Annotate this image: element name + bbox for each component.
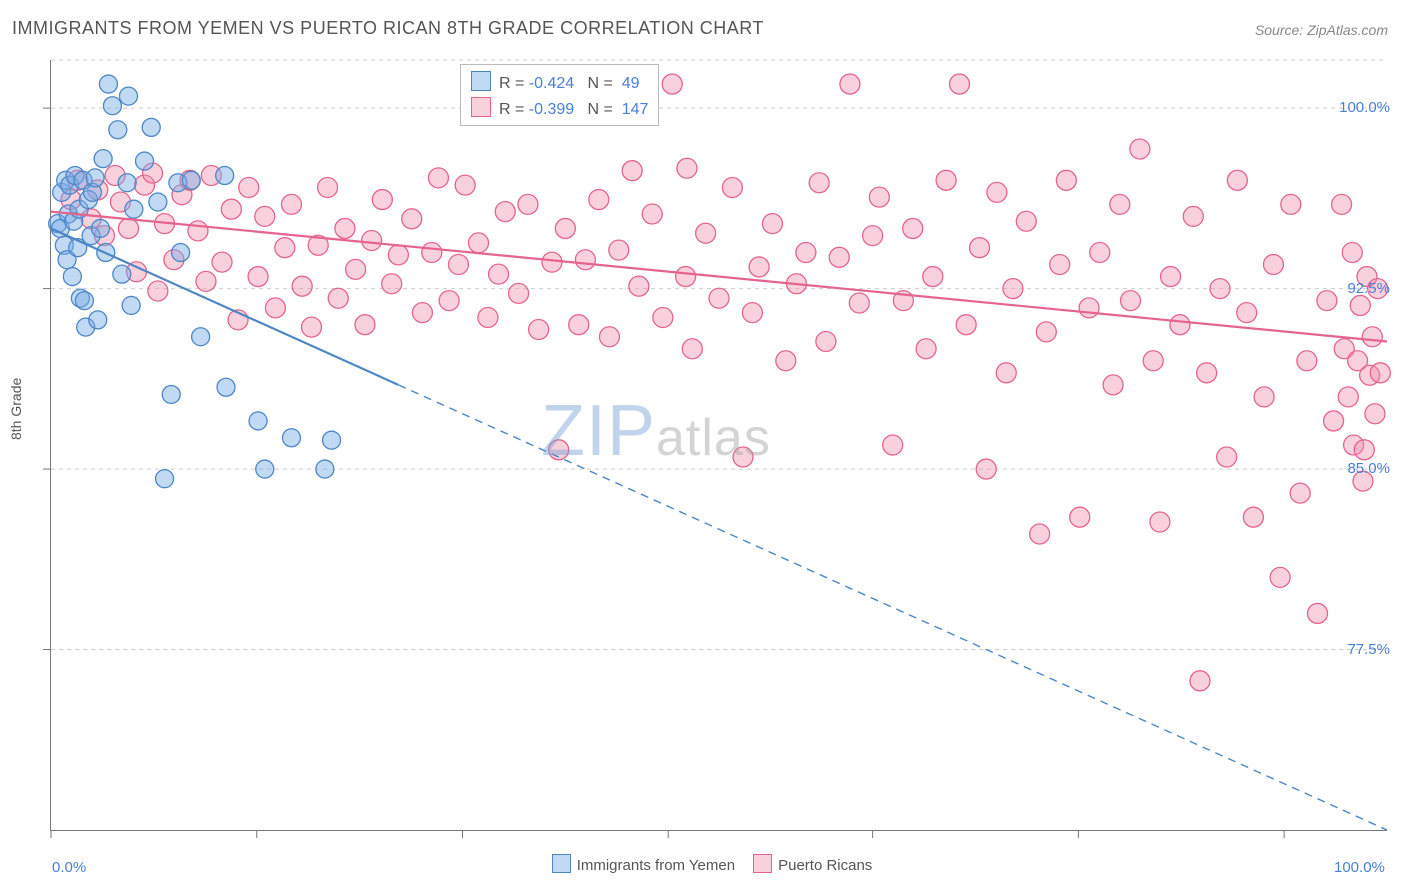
yemen-swatch [471,71,491,91]
plot-svg [51,60,1387,830]
correlation-stats-box: R = -0.424 N = 49R = -0.399 N = 147 [460,64,659,126]
y-tick-label: 85.0% [1347,460,1390,477]
y-axis-label: 8th Grade [8,378,24,440]
y-tick-label: 77.5% [1347,641,1390,658]
pr-swatch [471,97,491,117]
stats-row-pr: R = -0.399 N = 147 [471,95,648,121]
chart-container: IMMIGRANTS FROM YEMEN VS PUERTO RICAN 8T… [0,0,1406,892]
series-legend: Immigrants from Yemen Puerto Ricans [0,854,1406,874]
yemen-legend-swatch [552,854,571,873]
source-label: Source: ZipAtlas.com [1255,22,1388,38]
pr-legend-swatch [753,854,772,873]
stats-row-yemen: R = -0.424 N = 49 [471,69,648,95]
y-tick-label: 100.0% [1339,99,1390,116]
pr-legend-label: Puerto Ricans [778,857,872,874]
y-tick-label: 92.5% [1347,280,1390,297]
yemen-legend-label: Immigrants from Yemen [577,857,735,874]
plot-area: ZIPatlas [50,60,1387,831]
chart-title: IMMIGRANTS FROM YEMEN VS PUERTO RICAN 8T… [12,18,764,39]
